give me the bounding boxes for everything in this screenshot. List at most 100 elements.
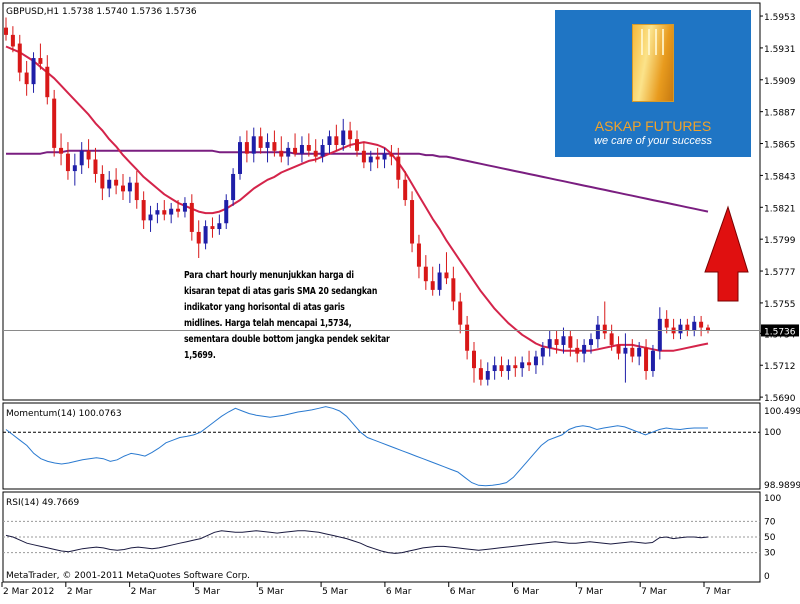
candle-body: [238, 142, 242, 174]
candle-body: [286, 147, 291, 157]
rsi-title: RSI(14) 49.7669: [6, 498, 79, 508]
candle-body: [65, 153, 70, 172]
time-tick-label: 7 Mar: [641, 587, 667, 597]
logo-tagline: we care of your success: [594, 135, 712, 147]
candle-body: [361, 150, 366, 163]
candle-body: [162, 210, 167, 215]
candle-body: [169, 208, 174, 215]
candle-body: [650, 350, 655, 372]
candle-body: [506, 365, 511, 372]
annotation-line: indikator yang horisontal di atas garis: [184, 302, 345, 313]
candle-body: [678, 324, 683, 334]
candle-body: [657, 318, 662, 351]
candle-body: [458, 301, 463, 325]
candle-body: [327, 136, 332, 145]
candle-body: [24, 72, 29, 85]
price-tick-label: 1.5909: [764, 77, 796, 87]
candle-body: [595, 324, 600, 340]
candle-body: [685, 324, 690, 331]
chart-symbol-label: GBPUSD,H1 1.5738 1.5740 1.5736 1.5736: [6, 7, 197, 17]
candle-body: [416, 243, 421, 267]
momentum-tick-label: 100: [764, 428, 781, 438]
candle-body: [499, 365, 504, 372]
candle-body: [4, 27, 8, 35]
candle-body: [313, 150, 318, 157]
candle-body: [341, 130, 346, 145]
rsi-tick-label: 30: [764, 549, 776, 559]
rsi-tick-label: 100: [764, 494, 781, 504]
candle-body: [706, 327, 710, 331]
candle-body: [148, 214, 153, 221]
pane-frame-1: [2, 402, 761, 490]
rsi-tick-label: 50: [764, 533, 776, 543]
candle-body: [127, 182, 132, 192]
price-tick-label: 1.5777: [764, 268, 796, 278]
candle-body: [86, 150, 91, 160]
candle-body: [478, 368, 483, 380]
candle-body: [444, 272, 449, 279]
candle-body: [244, 142, 249, 154]
annotation-line: sementara double bottom jangka pendek se…: [184, 334, 390, 345]
candle-body: [520, 362, 525, 369]
candle-body: [134, 182, 139, 201]
candle-body: [10, 34, 15, 47]
rsi-line: [5, 530, 709, 554]
pane-frame-0: [2, 2, 761, 401]
candle-body: [320, 144, 325, 157]
candle-body: [437, 272, 442, 290]
candle-body: [547, 339, 552, 348]
time-tick-label: 6 Mar: [514, 587, 540, 597]
candle-body: [38, 58, 43, 64]
annotation-line: 1,5699.: [184, 350, 216, 361]
candle-body: [224, 200, 229, 224]
candle-body: [279, 150, 284, 157]
candle-body: [182, 202, 187, 212]
current-price-label: 1.5736: [764, 327, 796, 337]
candle-body: [637, 347, 642, 357]
candle-body: [196, 231, 201, 244]
price-tick-label: 1.5865: [764, 141, 796, 151]
candle-body: [375, 156, 380, 160]
candle-body: [100, 173, 105, 189]
candle-body: [306, 144, 311, 151]
candle-body: [616, 344, 621, 354]
candle-body: [389, 153, 394, 157]
candle-body: [293, 147, 298, 154]
annotation-line: midlines. Harga telah mencapai 1,5734,: [184, 318, 352, 329]
long-ma-line: [6, 149, 709, 213]
candle-body: [430, 281, 435, 290]
candle-body: [589, 339, 593, 345]
logo-book-icon: [632, 24, 674, 102]
candle-body: [533, 356, 538, 366]
candle-body: [582, 344, 587, 354]
time-tick-label: 2 Mar 2012: [3, 587, 54, 597]
rsi-tick-label: 0: [764, 572, 770, 582]
candle-body: [465, 324, 470, 351]
price-tick-label: 1.5712: [764, 362, 796, 372]
candle-body: [492, 365, 497, 372]
analysis-annotation: Para chart hourly menunjukkan harga di k…: [184, 268, 416, 364]
candle-body: [382, 153, 387, 160]
candle-body: [210, 226, 215, 230]
candle-body: [623, 347, 628, 354]
candle-body: [485, 371, 490, 380]
price-tick-label: 1.5821: [764, 204, 796, 214]
time-tick-label: 2 Mar: [131, 587, 157, 597]
candle-body: [334, 136, 339, 145]
candle-body: [217, 223, 222, 230]
candle-body: [176, 208, 181, 212]
time-tick-label: 5 Mar: [258, 587, 284, 597]
candle-body: [692, 321, 697, 331]
price-tick-label: 1.5755: [764, 300, 796, 310]
annotation-line: kisaran tepat di atas garis SMA 20 sedan…: [184, 286, 378, 297]
candle-body: [258, 136, 263, 148]
candle-body: [93, 159, 98, 174]
momentum-title: Momentum(14) 100.0763: [6, 409, 122, 419]
candle-body: [265, 142, 270, 148]
candle-body: [107, 179, 112, 189]
time-tick-label: 7 Mar: [577, 587, 603, 597]
candle-body: [644, 347, 649, 372]
candle-body: [664, 318, 669, 328]
candle-body: [423, 266, 428, 282]
